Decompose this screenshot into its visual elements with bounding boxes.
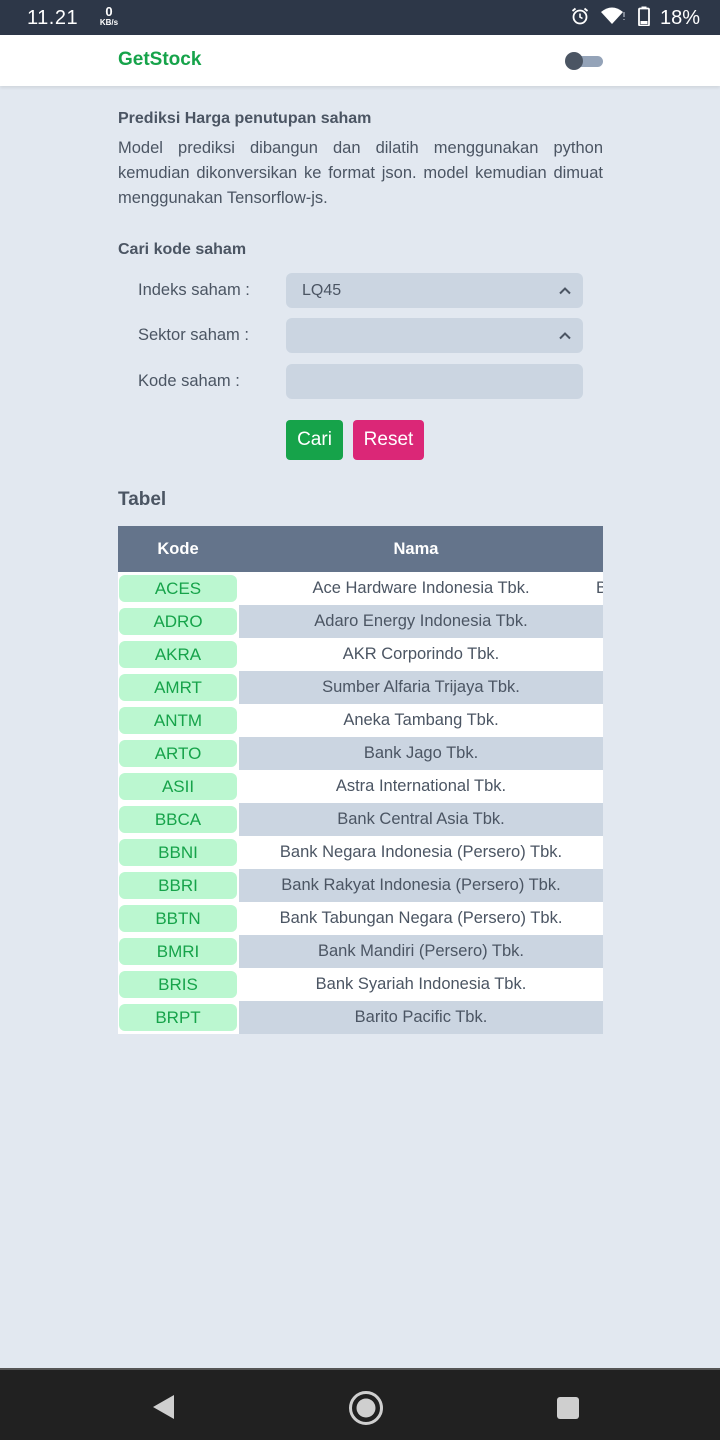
table-row[interactable]: BBTN Bank Tabungan Negara (Persero) Tbk. [118, 902, 603, 935]
stock-name-cell: Bank Central Asia Tbk. [239, 803, 603, 836]
table-title: Tabel [118, 489, 167, 510]
stock-name-cell: Sumber Alfaria Trijaya Tbk. [239, 671, 603, 704]
table-row[interactable]: BRPT Barito Pacific Tbk. [118, 1001, 603, 1034]
stock-code-badge[interactable]: ADRO [119, 608, 237, 635]
table-header: Kode Nama [118, 526, 603, 572]
table-row[interactable]: ASII Astra International Tbk. [118, 770, 603, 803]
stock-name-cell: Bank Syariah Indonesia Tbk. [239, 968, 603, 1001]
kode-cell: BMRI [118, 935, 239, 968]
stock-name-cell: Aneka Tambang Tbk. [239, 704, 603, 737]
toggle-knob [565, 52, 583, 70]
chevron-up-icon [559, 287, 571, 295]
app-header: GetStock [0, 35, 720, 86]
battery-percent: 18% [659, 6, 700, 29]
stock-code-badge[interactable]: ANTM [119, 707, 237, 734]
kode-cell: BBCA [118, 803, 239, 836]
wifi-icon [600, 6, 628, 31]
kode-cell: ARTO [118, 737, 239, 770]
stock-code-badge[interactable]: ASII [119, 773, 237, 800]
stock-name-cell: Barito Pacific Tbk. [239, 1001, 603, 1034]
kode-cell: AKRA [118, 638, 239, 671]
intro-title: Prediksi Harga penutupan saham [118, 110, 372, 127]
stock-code-badge[interactable]: BBRI [119, 872, 237, 899]
stock-code-badge[interactable]: AMRT [119, 674, 237, 701]
stock-code-badge[interactable]: BMRI [119, 938, 237, 965]
kode-cell: BRIS [118, 968, 239, 1001]
kode-cell: BBNI [118, 836, 239, 869]
table-row[interactable]: AMRT Sumber Alfaria Trijaya Tbk. [118, 671, 603, 704]
kode-cell: BRPT [118, 1001, 239, 1034]
table-row[interactable]: AKRA AKR Corporindo Tbk. [118, 638, 603, 671]
stock-code-badge[interactable]: BBTN [119, 905, 237, 932]
sector-label: Sektor saham : [138, 326, 249, 344]
stock-name-cell: AKR Corporindo Tbk. [239, 638, 603, 671]
stock-name-cell: Ace Hardware Indonesia Tbk. [239, 572, 603, 605]
clipped-column-text: B [596, 579, 603, 597]
table-row[interactable]: BBRI Bank Rakyat Indonesia (Persero) Tbk. [118, 869, 603, 902]
intro-description: Model prediksi dibangun dan dilatih meng… [118, 139, 603, 207]
recent-apps-icon[interactable] [557, 1397, 579, 1419]
kode-cell: AMRT [118, 671, 239, 704]
stock-name-cell: Bank Negara Indonesia (Persero) Tbk. [239, 836, 603, 869]
kode-cell: ADRO [118, 605, 239, 638]
kode-cell: BBTN [118, 902, 239, 935]
kode-cell: ASII [118, 770, 239, 803]
stock-code-badge[interactable]: BRIS [119, 971, 237, 998]
kode-cell: ANTM [118, 704, 239, 737]
reset-button[interactable]: Reset [353, 420, 424, 460]
code-label: Kode saham : [138, 372, 240, 390]
status-icons: 18% [570, 6, 700, 30]
stock-code-badge[interactable]: BRPT [119, 1004, 237, 1031]
stock-code-badge[interactable]: ACES [119, 575, 237, 602]
search-button[interactable]: Cari [286, 420, 343, 460]
table-row[interactable]: BMRI Bank Mandiri (Persero) Tbk. [118, 935, 603, 968]
network-speed-value: 0 [105, 4, 113, 19]
table-row[interactable]: BRIS Bank Syariah Indonesia Tbk. [118, 968, 603, 1001]
stock-name-cell: Adaro Energy Indonesia Tbk. [239, 605, 603, 638]
stock-name-cell: Astra International Tbk. [239, 770, 603, 803]
column-header-nama: Nama [393, 539, 439, 558]
system-nav-bar [0, 1368, 720, 1440]
table-body: ACES Ace Hardware Indonesia Tbk. B ADRO Adar… [118, 572, 603, 1034]
back-icon[interactable] [152, 1394, 176, 1425]
stock-name-cell: Bank Rakyat Indonesia (Persero) Tbk. [239, 869, 603, 902]
search-title: Cari kode saham [118, 241, 247, 258]
stock-code-badge[interactable]: AKRA [119, 641, 237, 668]
battery-icon [638, 6, 650, 31]
index-select[interactable]: LQ45 [286, 273, 583, 308]
brand-logo[interactable]: GetStock [118, 49, 202, 70]
network-speed: 0 KB/s [96, 5, 122, 27]
table-row[interactable]: ADRO Adaro Energy Indonesia Tbk. [118, 605, 603, 638]
status-time: 11.21 [27, 7, 79, 29]
table-row[interactable]: ACES Ace Hardware Indonesia Tbk. B [118, 572, 603, 605]
alarm-icon [570, 6, 590, 31]
toggle-track [571, 56, 603, 67]
table-row[interactable]: BBNI Bank Negara Indonesia (Persero) Tbk. [118, 836, 603, 869]
stock-table: Kode Nama ACES Ace Hardware Indonesia Tbk… [118, 526, 603, 1034]
table-row[interactable]: ARTO Bank Jago Tbk. [118, 737, 603, 770]
status-bar: 11.21 0 KB/s 18% [0, 0, 720, 35]
table-row[interactable]: BBCA Bank Central Asia Tbk. [118, 803, 603, 836]
dark-mode-toggle[interactable] [565, 52, 603, 70]
column-header-kode: Kode [157, 539, 199, 558]
kode-cell: BBRI [118, 869, 239, 902]
home-icon[interactable] [348, 1390, 384, 1431]
stock-code-badge[interactable]: ARTO [119, 740, 237, 767]
kode-cell: ACES [118, 572, 239, 605]
chevron-up-icon [559, 332, 571, 340]
stock-code-badge[interactable]: BBNI [119, 839, 237, 866]
sector-select[interactable] [286, 318, 583, 353]
index-label: Indeks saham : [138, 281, 250, 299]
code-input[interactable] [286, 364, 583, 399]
stock-name-cell: Bank Tabungan Negara (Persero) Tbk. [239, 902, 603, 935]
index-select-value: LQ45 [302, 282, 342, 299]
stock-name-cell: Bank Jago Tbk. [239, 737, 603, 770]
table-row[interactable]: ANTM Aneka Tambang Tbk. [118, 704, 603, 737]
network-speed-unit: KB/s [99, 18, 119, 27]
stock-name-cell: Bank Mandiri (Persero) Tbk. [239, 935, 603, 968]
stock-code-badge[interactable]: BBCA [119, 806, 237, 833]
